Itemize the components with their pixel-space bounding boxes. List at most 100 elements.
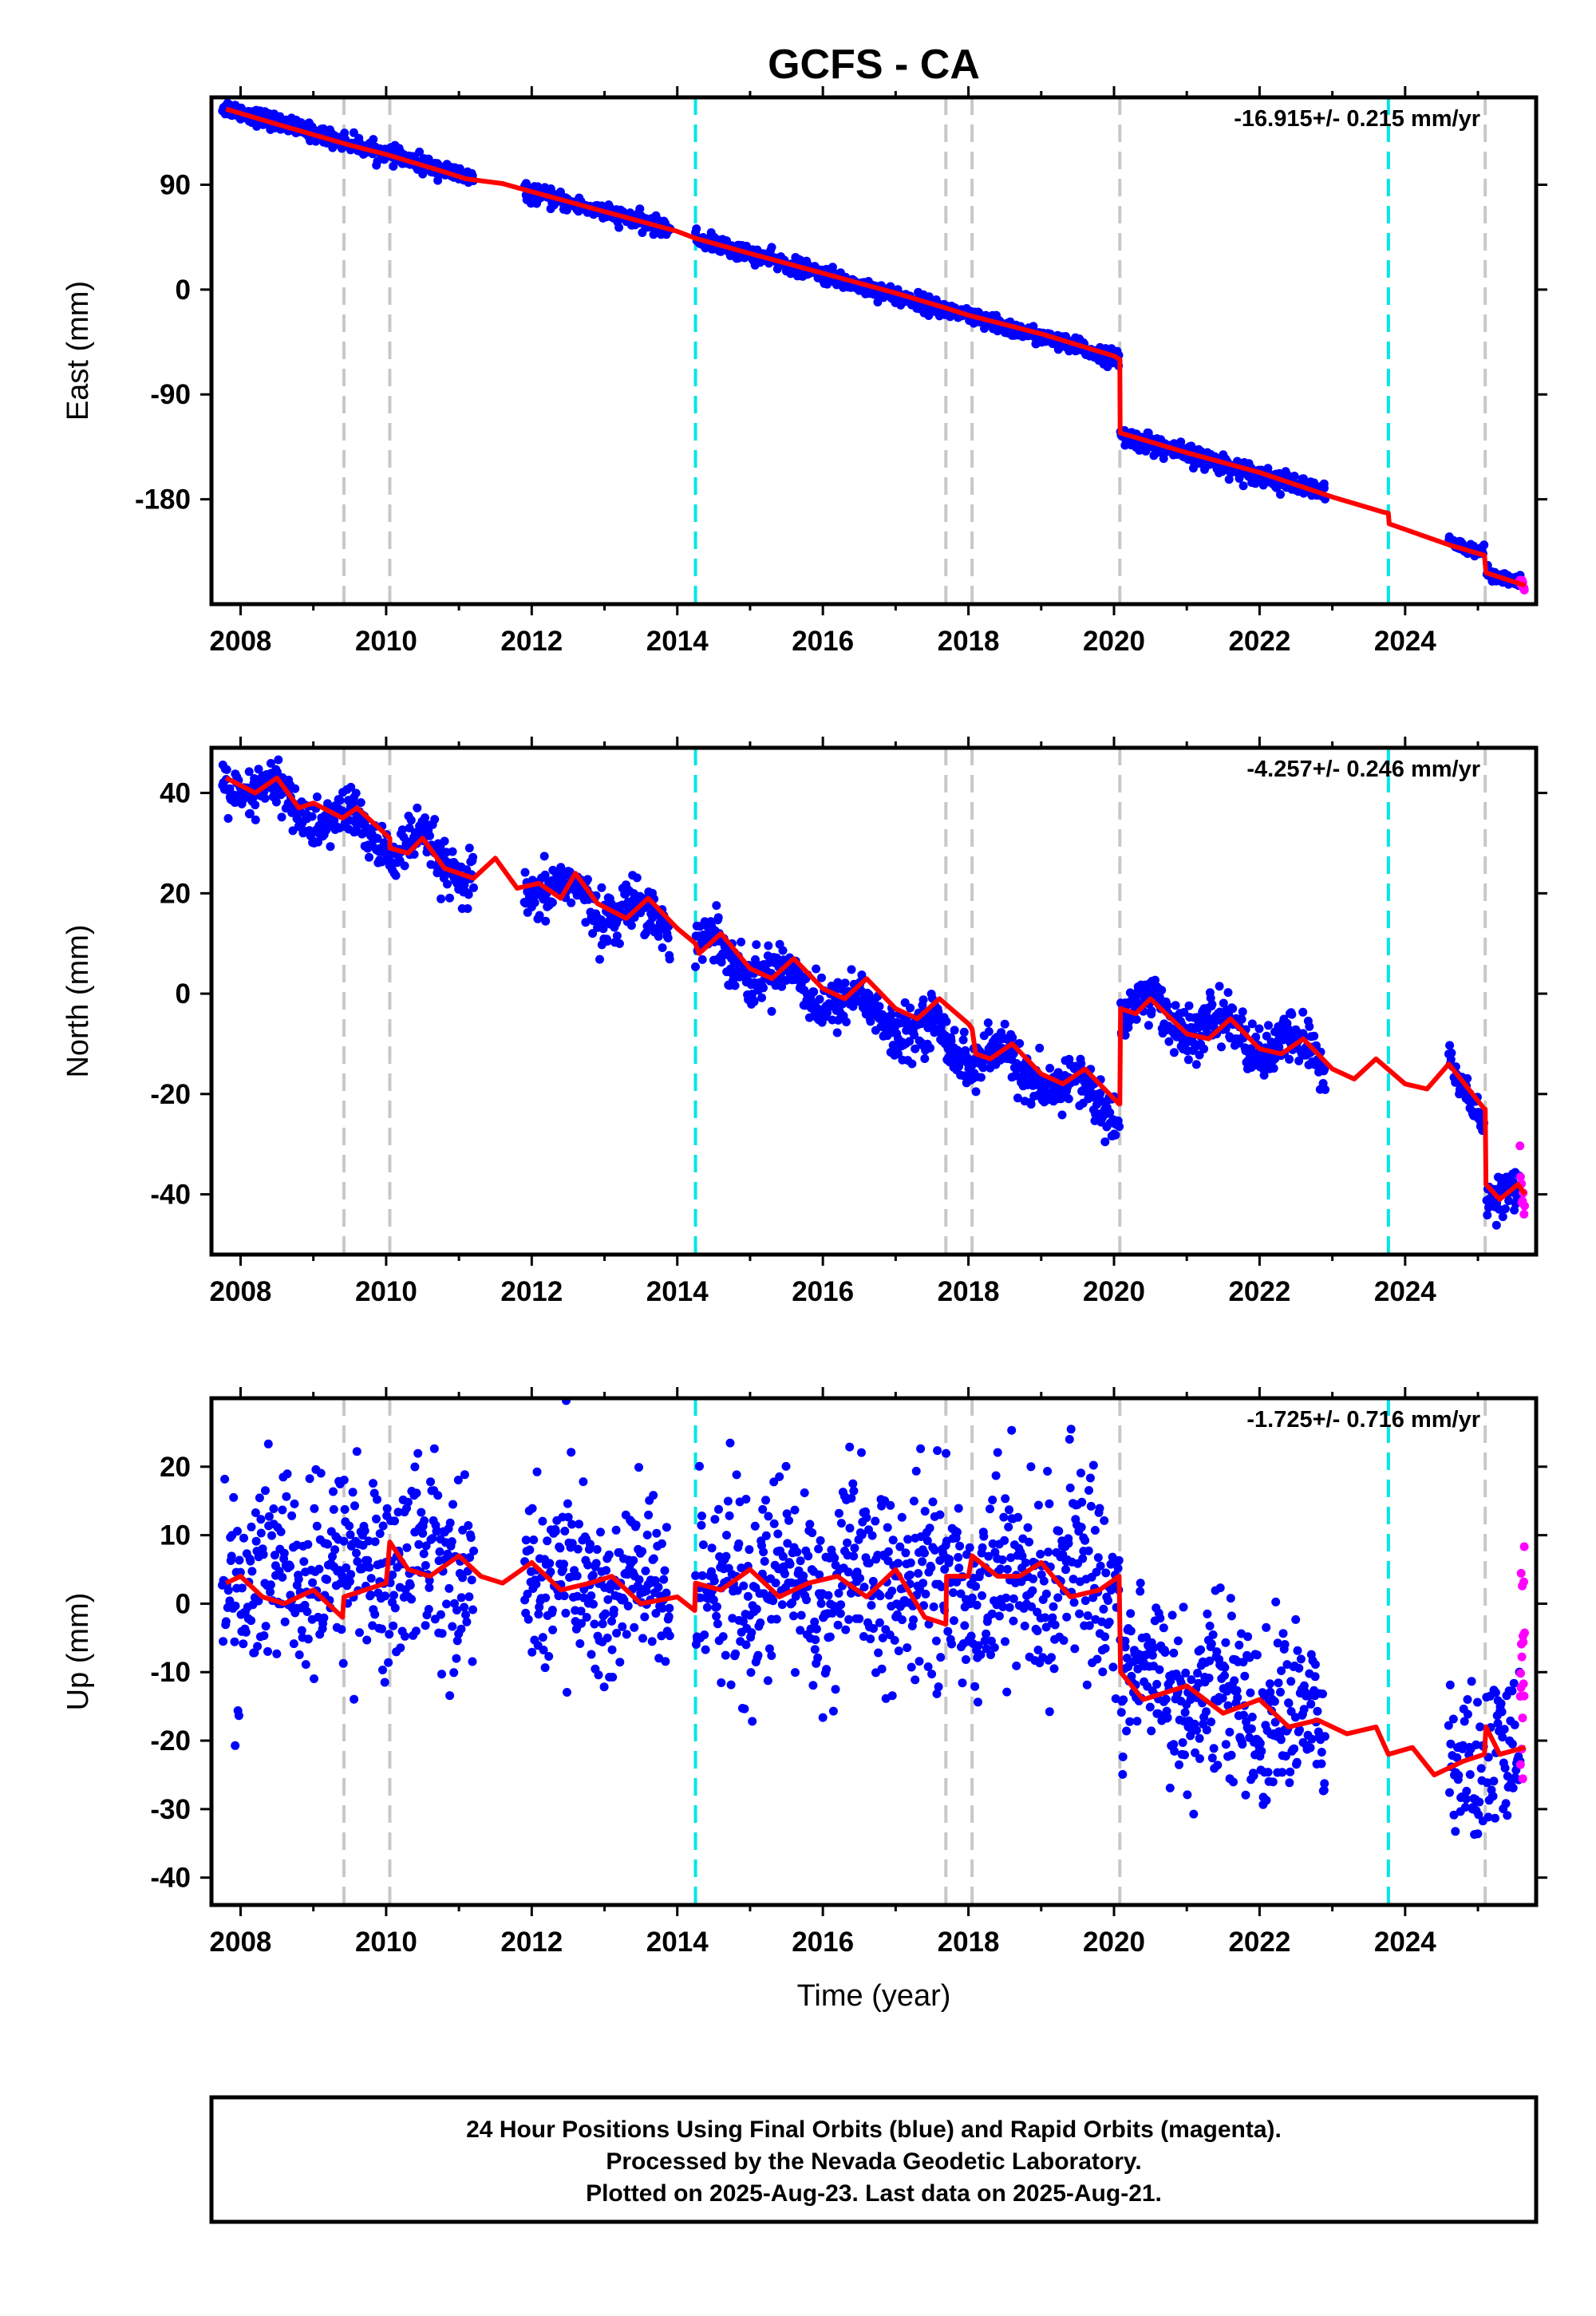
data-point (789, 1611, 798, 1621)
data-point (340, 1504, 350, 1514)
data-point (1262, 1031, 1271, 1041)
data-point (808, 1528, 817, 1538)
data-point (377, 1624, 386, 1634)
data-point (986, 1650, 995, 1659)
data-point (372, 1514, 381, 1524)
data-point (353, 1557, 362, 1567)
data-point (1000, 1535, 1009, 1545)
y-tick-label: 0 (176, 275, 191, 306)
data-point (1054, 1527, 1064, 1535)
data-point (1000, 1019, 1009, 1029)
panel-2: 2008 2010 2012 2014 2016 2018 2020 2022 20244020… (61, 737, 1547, 1307)
data-point (1088, 1460, 1098, 1470)
data-point (718, 1632, 728, 1642)
data-point (1228, 1004, 1238, 1014)
data-point (857, 1530, 867, 1539)
data-point (905, 1570, 915, 1579)
data-point (999, 1512, 1009, 1522)
data-point (326, 842, 335, 852)
data-point (813, 1653, 823, 1662)
data-point (247, 1522, 256, 1531)
data-point (1220, 1671, 1229, 1680)
data-point (261, 1622, 271, 1631)
data-point (1463, 1073, 1472, 1083)
data-point (563, 1688, 571, 1697)
data-point (437, 1670, 446, 1679)
data-point (662, 1523, 671, 1532)
data-point (450, 1599, 459, 1608)
data-point (934, 1007, 943, 1017)
data-point (847, 1493, 856, 1503)
data-point (614, 223, 624, 232)
data-point (586, 1539, 595, 1549)
rapid-data-point (1519, 585, 1529, 595)
data-point (452, 1636, 462, 1646)
data-point (468, 852, 478, 862)
data-point (413, 1448, 423, 1458)
data-point (713, 1619, 722, 1629)
data-point (582, 1613, 591, 1622)
data-point (356, 798, 365, 808)
data-point (1205, 1656, 1215, 1666)
data-point (547, 1606, 557, 1614)
data-point (433, 1526, 442, 1535)
data-point (1053, 1593, 1063, 1603)
data-point (1077, 1468, 1085, 1478)
data-point (443, 1549, 452, 1559)
data-point (229, 1492, 239, 1502)
data-point (1015, 1039, 1025, 1048)
data-point (289, 1639, 298, 1649)
data-point (220, 1474, 230, 1484)
data-point (983, 1018, 993, 1028)
data-point (1163, 1001, 1172, 1010)
data-point (587, 1591, 596, 1600)
data-point (713, 913, 723, 923)
data-point (1182, 1037, 1191, 1047)
data-point (1276, 490, 1285, 499)
data-point (920, 1054, 930, 1063)
data-point (259, 1550, 268, 1559)
data-point (266, 759, 275, 768)
data-point (1162, 1706, 1171, 1716)
data-point (769, 1477, 779, 1487)
data-point (954, 1504, 963, 1513)
data-point (697, 1520, 706, 1530)
data-point (276, 1527, 286, 1536)
y-tick-label: 90 (160, 169, 191, 200)
data-point (239, 1639, 248, 1649)
data-point (971, 1087, 981, 1097)
data-point (976, 1073, 986, 1082)
data-point (804, 1551, 813, 1561)
data-point (1202, 1725, 1211, 1735)
data-point (845, 1442, 855, 1452)
data-point (743, 1591, 753, 1601)
data-point (596, 1528, 605, 1537)
data-point (911, 1466, 921, 1476)
data-point (1223, 1701, 1233, 1710)
data-point (988, 1539, 998, 1548)
data-point (1059, 1636, 1069, 1645)
data-point (1075, 1609, 1084, 1618)
data-point (847, 1588, 855, 1598)
data-point (355, 1628, 364, 1638)
data-point (465, 1553, 475, 1563)
data-point (1066, 1425, 1076, 1434)
data-point (373, 1495, 381, 1504)
data-point (592, 1545, 602, 1554)
data-point (1447, 1048, 1456, 1057)
data-point (299, 1557, 309, 1567)
data-point (1207, 1717, 1216, 1727)
data-point (588, 929, 598, 939)
data-point (937, 1582, 946, 1591)
data-point (888, 1535, 898, 1545)
data-point (780, 1569, 789, 1579)
data-point (1115, 1122, 1124, 1132)
data-point (638, 1547, 647, 1556)
data-point (1113, 1563, 1123, 1573)
data-point (612, 1628, 622, 1638)
data-point (329, 1487, 338, 1496)
data-point (1147, 1726, 1156, 1736)
data-point (841, 1625, 851, 1634)
data-point (914, 1569, 923, 1578)
